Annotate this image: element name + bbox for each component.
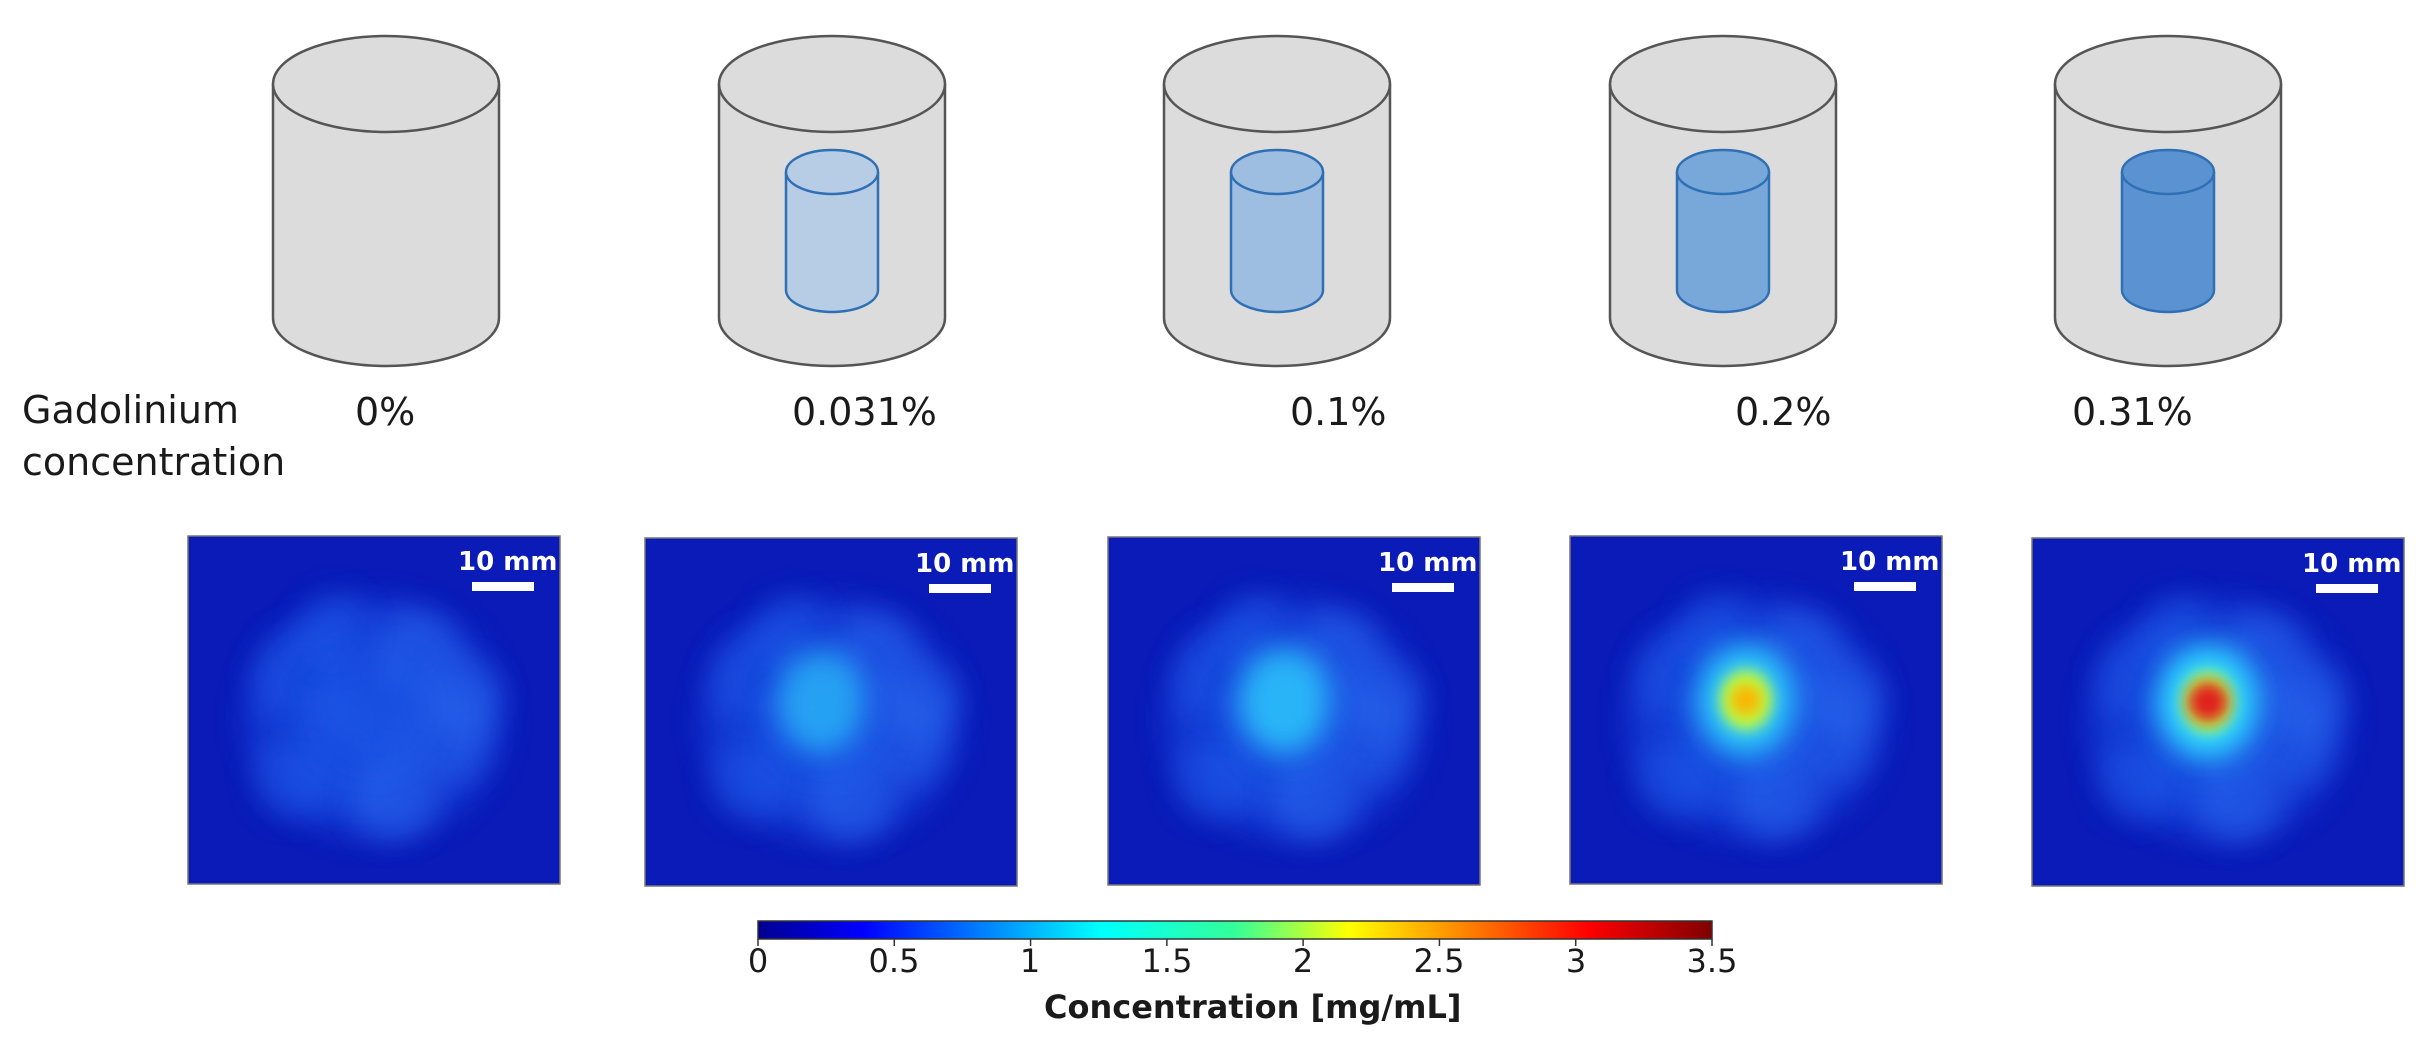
scale-bar-label: 10 mm	[915, 549, 1014, 579]
outer-cylinder-top	[1162, 34, 1392, 134]
gadolinium-insert-top	[1229, 148, 1325, 196]
hot-spot-outer	[777, 650, 865, 754]
noise-blob	[711, 740, 791, 820]
gadolinium-insert-body	[1229, 172, 1325, 314]
phantom-cylinder-4	[1608, 34, 1838, 368]
noise-blob	[1810, 662, 1882, 734]
reconstruction-image-2: 10 mm	[644, 537, 1018, 887]
noise-blob	[1220, 595, 1288, 663]
phantom-cylinder-5	[2053, 34, 2283, 368]
noise-blob	[1636, 738, 1716, 818]
scale-bar-label: 10 mm	[1840, 547, 1939, 577]
noise-blob	[352, 756, 436, 840]
colorbar-tick-0: 0	[747, 942, 769, 980]
gadolinium-insert-top	[2120, 148, 2216, 196]
noise-blob	[809, 758, 893, 842]
scale-bar-label: 10 mm	[2302, 549, 2401, 579]
hot-spot-core	[2188, 682, 2228, 722]
sample-label-5: 0.31%	[2072, 390, 2193, 434]
colorbar-tick-6: 3	[1565, 942, 1587, 980]
gadolinium-insert-body	[2120, 172, 2216, 314]
row-label-line2: concentration	[22, 440, 286, 484]
scale-bar	[1854, 582, 1916, 591]
noise-blob	[254, 738, 334, 818]
colorbar-tick-7: 3.5	[1686, 942, 1738, 980]
colorbar-tick-4: 2	[1292, 942, 1314, 980]
noise-blob	[1682, 594, 1750, 662]
reconstruction-image-4: 10 mm	[1569, 535, 1943, 885]
scale-bar-label: 10 mm	[458, 547, 557, 577]
gadolinium-insert-body	[1675, 172, 1771, 314]
noise-blob	[2098, 740, 2178, 820]
outer-cylinder-top	[2053, 34, 2283, 134]
hot-spot-outer	[1237, 647, 1331, 755]
noise-blob	[885, 664, 957, 736]
reconstruction-image-1: 10 mm	[187, 535, 561, 885]
sample-label-2: 0.031%	[792, 390, 937, 434]
scale-bar	[472, 582, 534, 591]
gadolinium-insert-top	[1675, 148, 1771, 196]
colorbar-title: Concentration [mg/mL]	[1044, 988, 1462, 1026]
colorbar-tick-3: 1.5	[1141, 942, 1193, 980]
colorbar-gradient	[757, 920, 1713, 940]
noise-blob	[1348, 663, 1420, 735]
noise-blob	[314, 648, 434, 768]
noise-blob	[1174, 739, 1254, 819]
phantom-cylinder-3	[1162, 34, 1392, 368]
noise-blob	[2196, 758, 2280, 842]
noise-blob	[1272, 757, 1356, 841]
outer-cylinder-top	[1608, 34, 1838, 134]
sample-label-3: 0.1%	[1290, 390, 1387, 434]
gadolinium-insert-body	[784, 172, 880, 314]
sample-label-1: 0%	[355, 390, 416, 434]
outer-cylinder-top	[271, 34, 501, 134]
reconstruction-image-5: 10 mm	[2031, 537, 2405, 887]
hot-spot-core	[1730, 684, 1762, 716]
scale-bar	[929, 584, 991, 593]
outer-cylinder-body	[271, 84, 501, 368]
outer-cylinder-top	[717, 34, 947, 134]
colorbar-tick-1: 0.5	[868, 942, 920, 980]
gadolinium-insert-top	[784, 148, 880, 196]
reconstruction-image-3: 10 mm	[1107, 536, 1481, 886]
row-label: Gadolinium concentration	[22, 384, 285, 488]
noise-blob	[1734, 756, 1818, 840]
noise-blob	[2272, 664, 2344, 736]
row-label-line1: Gadolinium	[22, 388, 239, 432]
scale-bar	[2316, 584, 2378, 593]
noise-blob	[757, 596, 825, 664]
noise-blob	[428, 662, 500, 734]
colorbar-tick-2: 1	[1019, 942, 1041, 980]
colorbar-tick-5: 2.5	[1413, 942, 1465, 980]
noise-blob	[300, 594, 368, 662]
sample-label-4: 0.2%	[1735, 390, 1832, 434]
scale-bar	[1392, 583, 1454, 592]
scale-bar-label: 10 mm	[1378, 548, 1477, 578]
phantom-cylinder-2	[717, 34, 947, 368]
phantom-cylinder-1	[271, 34, 501, 368]
